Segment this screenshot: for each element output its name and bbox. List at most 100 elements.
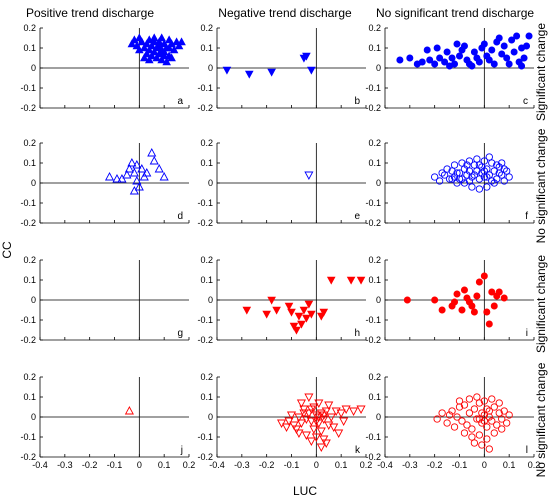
data-point [356, 405, 366, 414]
data-point [498, 50, 506, 58]
data-point [309, 425, 319, 434]
data-point [286, 411, 297, 420]
data-point [329, 423, 339, 432]
data-point [463, 161, 471, 169]
panel-letter: g [177, 328, 183, 339]
data-point [339, 417, 349, 426]
y-tick-label: -0.2 [197, 452, 213, 462]
data-point [441, 58, 449, 66]
data-point [490, 60, 498, 68]
data-point [336, 409, 346, 418]
panel-letter: j [180, 445, 183, 456]
data-point [438, 306, 446, 314]
data-point [498, 159, 506, 167]
data-point [291, 425, 302, 434]
data-point [135, 33, 144, 42]
data-point [174, 41, 184, 50]
data-point [292, 326, 301, 335]
data-point [473, 415, 481, 423]
data-point [162, 57, 171, 66]
data-point [470, 161, 479, 169]
data-point [396, 56, 404, 64]
data-point [307, 66, 316, 75]
data-point [177, 37, 186, 46]
data-point [164, 43, 174, 52]
y-tick-label: 0 [208, 178, 213, 188]
data-point [222, 66, 232, 75]
data-point [458, 417, 466, 425]
data-point [468, 62, 476, 70]
data-point [149, 156, 159, 165]
panel-f: 0.2 0.1 0 -0.1 -0.2 f [365, 138, 535, 228]
data-point [460, 165, 469, 173]
x-tick-label: -0.1 [107, 460, 123, 470]
data-point [144, 55, 154, 64]
data-point [294, 429, 304, 438]
data-point [423, 46, 431, 54]
data-point [490, 302, 498, 310]
data-point [468, 302, 476, 310]
data-point [483, 308, 491, 316]
data-point [433, 44, 441, 52]
data-point [341, 405, 351, 414]
y-tick-label: -0.2 [197, 218, 213, 228]
data-point [460, 401, 469, 409]
data-point [498, 415, 506, 423]
panel-letter: a [177, 96, 183, 107]
x-tick-label: 0 [482, 460, 487, 470]
y-tick-label: 0.2 [368, 138, 381, 148]
data-point [475, 175, 484, 183]
data-point [498, 171, 506, 179]
x-tick-label: 0.2 [528, 460, 541, 470]
y-tick-label: 0.2 [200, 23, 213, 33]
row-label-blue-not-significant: No significant change [534, 128, 548, 243]
data-point [299, 306, 309, 315]
data-point [488, 177, 496, 185]
y-tick-label: -0.1 [20, 432, 36, 442]
data-point [149, 37, 159, 46]
y-tick-label: -0.1 [365, 432, 381, 442]
data-point [490, 403, 498, 411]
data-point [294, 312, 304, 321]
y-tick-label: -0.1 [20, 198, 36, 208]
data-point [104, 172, 115, 181]
data-point [436, 54, 444, 62]
data-point [483, 173, 491, 181]
x-tick-label: 0.2 [183, 460, 196, 470]
data-point [465, 409, 474, 417]
data-point [159, 172, 169, 181]
data-point [483, 405, 491, 413]
data-point [508, 36, 516, 44]
data-point [460, 179, 469, 187]
data-point [503, 167, 511, 175]
data-point [463, 421, 471, 429]
data-point [443, 48, 451, 56]
panel-letter: b [354, 96, 360, 107]
panel-j: 0.20.10-0.1-0.2-0.4 -0.3 -0.2 -0.1 0 0.1 0.2j [20, 372, 195, 470]
y-tick-label: -0.1 [197, 432, 213, 442]
y-tick-label: 0 [376, 412, 381, 422]
y-tick-label: 0.1 [200, 275, 213, 285]
data-point [129, 186, 139, 195]
data-point [500, 407, 508, 415]
data-point [465, 167, 474, 175]
data-point [465, 157, 474, 165]
x-tick-label: 0.1 [158, 460, 171, 470]
data-point [445, 411, 454, 419]
data-point [129, 168, 139, 177]
data-point [334, 429, 344, 438]
y-tick-label: 0.2 [200, 372, 213, 382]
y-tick-label: -0.1 [197, 83, 213, 93]
data-point [262, 310, 271, 319]
y-tick-label: -0.1 [197, 315, 213, 325]
data-point [485, 413, 493, 421]
data-point [513, 32, 521, 40]
data-point [475, 415, 484, 423]
data-point [470, 439, 479, 447]
data-point [326, 276, 336, 285]
data-point [306, 405, 316, 414]
data-point [267, 296, 276, 305]
data-point [495, 409, 503, 417]
y-tick-label: 0.2 [200, 138, 213, 148]
data-point [490, 167, 498, 175]
